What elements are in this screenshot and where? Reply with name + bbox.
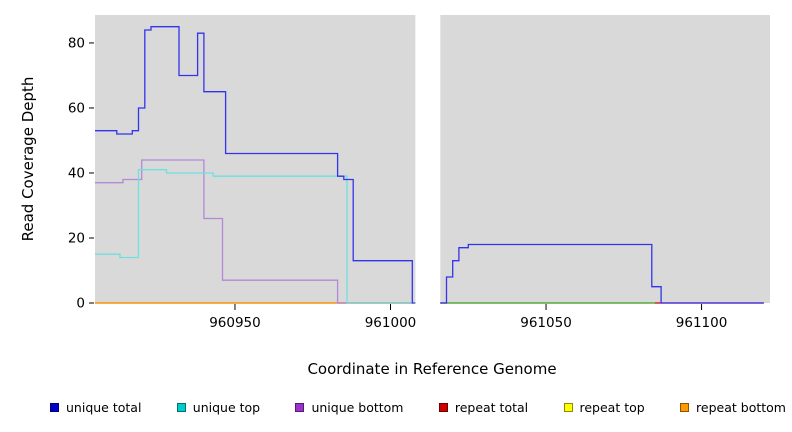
legend-label-repeat-total: repeat total — [454, 400, 529, 415]
legend-label-repeat-bottom: repeat bottom — [696, 400, 786, 415]
legend-swatch-unique-total — [50, 403, 59, 412]
y-axis-title: Read Coverage Depth — [19, 76, 37, 242]
legend-swatch-repeat-bottom — [680, 403, 690, 412]
x-tick-label: 961100 — [676, 315, 728, 331]
y-tick-label: 20 — [68, 230, 85, 246]
series-line-unique-bottom — [95, 159, 413, 304]
legend-item-unique-bottom: unique bottom — [295, 400, 404, 415]
legend-label-unique-total: unique total — [66, 400, 142, 415]
legend: unique total unique top unique bottom repea… — [50, 400, 786, 415]
x-tick-label: 960950 — [209, 315, 261, 331]
y-tick-label: 0 — [76, 296, 85, 312]
legend-label-unique-bottom: unique bottom — [311, 400, 404, 415]
legend-label-unique-top: unique top — [192, 400, 261, 415]
series-line-unique-top — [95, 169, 413, 304]
x-axis-title: Coordinate in Reference Genome — [307, 360, 557, 378]
legend-item-unique-top: unique top — [176, 400, 261, 415]
y-tick-label: 80 — [68, 35, 85, 51]
x-tick-label: 961050 — [520, 315, 572, 331]
legend-item-repeat-top: repeat top — [563, 400, 645, 415]
legend-swatch-unique-bottom — [295, 403, 305, 412]
legend-swatch-repeat-top — [563, 403, 573, 412]
legend-item-unique-total: unique total — [50, 400, 141, 415]
legend-item-repeat-total: repeat total — [438, 400, 529, 415]
legend-swatch-unique-top — [176, 403, 186, 412]
y-tick-label: 60 — [68, 100, 85, 116]
coverage-gap-band — [415, 15, 441, 303]
x-tick-label: 961000 — [365, 315, 417, 331]
legend-swatch-repeat-total — [438, 403, 448, 412]
series-line-unique-total — [95, 26, 416, 304]
legend-label-repeat-top: repeat top — [579, 400, 645, 415]
legend-item-repeat-bottom: repeat bottom — [680, 400, 786, 415]
y-tick-label: 40 — [68, 165, 85, 181]
series-line-unique-total — [440, 243, 764, 304]
